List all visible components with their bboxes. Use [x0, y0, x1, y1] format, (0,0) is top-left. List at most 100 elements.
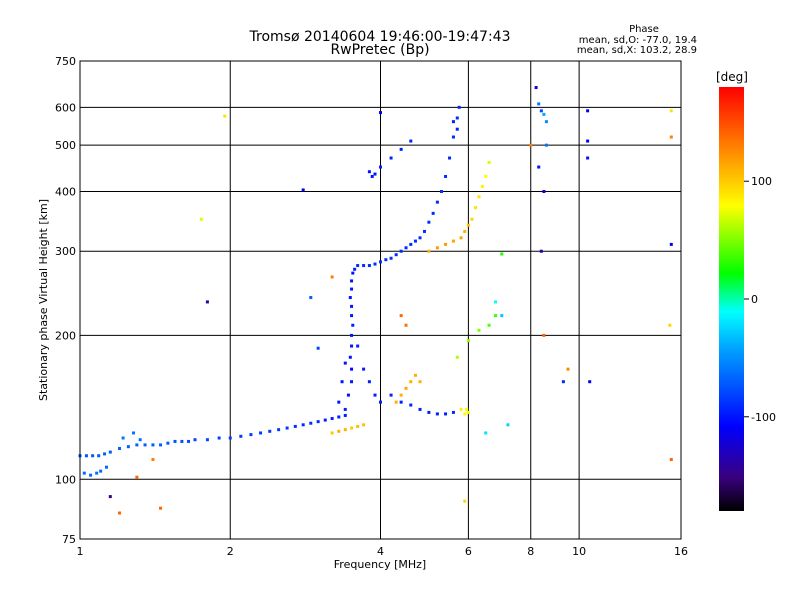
data-point	[399, 314, 403, 318]
data-point	[159, 443, 163, 447]
data-point	[97, 454, 101, 458]
data-point	[82, 471, 86, 475]
data-point	[348, 355, 352, 359]
data-point	[367, 170, 371, 174]
data-point	[542, 189, 546, 193]
data-point	[470, 217, 474, 221]
data-point	[239, 434, 243, 438]
data-point	[537, 102, 541, 106]
data-point	[500, 252, 504, 256]
y-tick-label: 600	[55, 101, 76, 114]
data-point	[277, 428, 281, 432]
x-tick-label: 16	[674, 545, 688, 558]
data-point	[343, 413, 347, 417]
data-point	[542, 112, 546, 116]
data-point	[379, 260, 382, 264]
data-point	[84, 454, 88, 458]
data-point	[118, 511, 122, 515]
plot-frame	[79, 60, 682, 540]
data-point	[309, 296, 313, 300]
data-point	[362, 423, 366, 427]
data-point	[473, 206, 477, 210]
data-point	[373, 393, 377, 397]
data-point	[340, 380, 344, 384]
data-point	[367, 264, 371, 268]
data-point	[561, 380, 565, 384]
x-tick-label: 2	[227, 545, 234, 558]
data-point	[350, 333, 354, 337]
data-point	[487, 160, 491, 164]
data-point	[350, 304, 354, 308]
data-point	[108, 450, 112, 454]
data-point	[351, 323, 355, 327]
y-tick-label: 400	[55, 185, 76, 198]
data-point	[544, 143, 548, 147]
data-point	[373, 172, 377, 176]
data-point	[451, 410, 455, 414]
data-point	[104, 465, 108, 469]
colorbar	[719, 87, 744, 511]
data-point	[669, 457, 673, 461]
data-point	[323, 418, 327, 422]
data-point	[228, 436, 232, 440]
data-point	[455, 116, 459, 120]
data-point	[484, 174, 488, 178]
data-point	[350, 426, 354, 430]
data-point	[399, 147, 403, 151]
data-point	[427, 220, 431, 224]
data-point	[118, 446, 122, 450]
data-point	[350, 279, 354, 283]
data-point	[330, 431, 334, 435]
data-point	[259, 431, 263, 435]
data-point	[217, 436, 221, 440]
data-point	[103, 452, 107, 456]
data-point	[669, 135, 673, 139]
data-point	[373, 262, 377, 266]
data-point	[484, 431, 488, 435]
data-point	[463, 229, 467, 233]
data-point	[316, 346, 320, 350]
data-point	[205, 438, 209, 442]
data-point	[337, 400, 341, 404]
data-point	[223, 114, 227, 118]
data-point	[463, 412, 467, 416]
data-point	[588, 380, 592, 384]
colorbar-tick-label: 0	[751, 293, 758, 306]
data-point	[409, 242, 413, 246]
data-point	[466, 410, 470, 414]
data-point	[151, 443, 155, 447]
data-point	[337, 429, 341, 433]
data-point	[418, 407, 422, 411]
data-point	[159, 506, 163, 510]
data-point	[418, 236, 422, 240]
stats-line-o: mean, sd,O: -77.0, 19.4	[579, 35, 697, 46]
data-point	[455, 355, 459, 359]
data-point	[404, 386, 408, 390]
data-point	[343, 428, 347, 432]
data-point	[399, 249, 403, 253]
data-point	[330, 275, 334, 279]
data-point	[459, 236, 463, 240]
data-point	[422, 229, 426, 233]
data-point	[353, 267, 357, 271]
data-point	[205, 300, 209, 304]
data-point	[138, 438, 142, 442]
y-tick-label: 300	[55, 245, 76, 258]
data-point	[350, 380, 354, 384]
data-point	[285, 426, 289, 430]
data-point	[542, 333, 546, 337]
x-tick-label: 10	[572, 545, 586, 558]
data-point	[399, 400, 403, 404]
data-point	[413, 239, 417, 243]
data-point	[384, 258, 388, 262]
y-tick-label: 750	[55, 55, 76, 68]
chart-subtitle: RwPretec (Bp)	[330, 42, 429, 58]
data-point	[451, 239, 455, 243]
data-point	[346, 393, 350, 397]
data-point	[330, 417, 334, 421]
stats-line-x: mean, sd,X: 103.2, 28.9	[577, 45, 697, 56]
grid-lines	[80, 61, 681, 539]
data-point	[99, 469, 103, 473]
data-point	[370, 174, 374, 178]
